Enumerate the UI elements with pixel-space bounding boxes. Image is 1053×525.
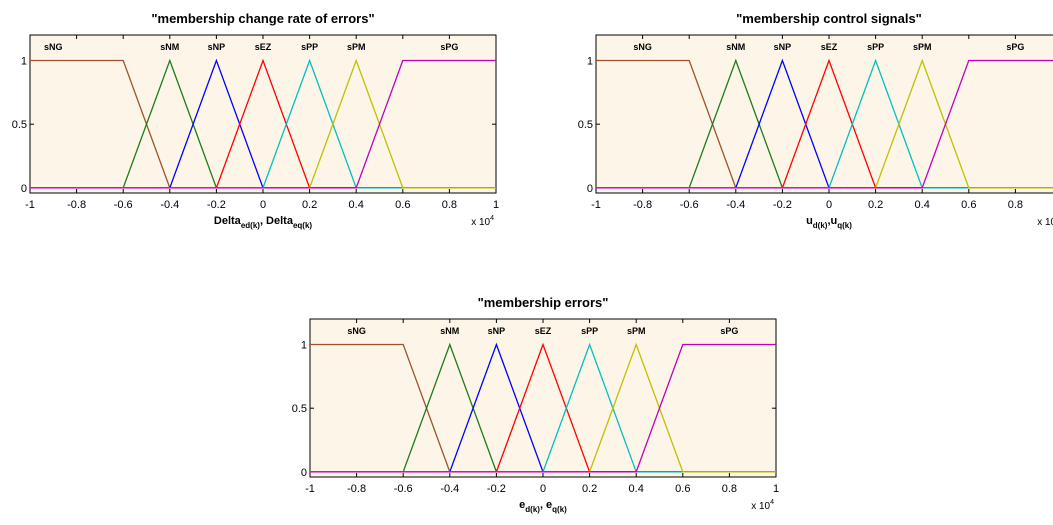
y-tick-label: 0.5 bbox=[292, 403, 307, 415]
x-axis-label-subscript: d(k) bbox=[813, 221, 828, 230]
x-tick-label: -1 bbox=[591, 199, 601, 211]
x-tick-label: 0 bbox=[260, 199, 266, 211]
series-label-sez: sEZ bbox=[255, 42, 272, 52]
x-tick-label: 0.2 bbox=[582, 483, 597, 495]
x-tick-label: 0.4 bbox=[915, 199, 930, 211]
series-label-sez: sEZ bbox=[535, 326, 552, 336]
x-axis-label: Deltaed(k), Deltaeq(k) bbox=[214, 215, 312, 230]
series-line-spg bbox=[596, 59, 1053, 189]
x-tick-label: -0.8 bbox=[67, 199, 86, 211]
series-label-spm: sPM bbox=[913, 42, 932, 52]
series-label-spg: sPG bbox=[720, 326, 738, 336]
x-tick-label: -0.4 bbox=[440, 483, 459, 495]
x-tick-label: 0.8 bbox=[722, 483, 737, 495]
x-tick-label: -0.4 bbox=[160, 199, 179, 211]
series-label-spp: sPP bbox=[581, 326, 598, 336]
series-label-snm: sNM bbox=[160, 42, 179, 52]
chart-panel-2: "membership control signals" -1 -0.8 -0.6 -0… bbox=[578, 11, 1053, 230]
x-axis-multiplier: x 104 bbox=[1037, 215, 1053, 228]
y-tick-label: 1 bbox=[301, 339, 307, 351]
x-tick-label: 0.6 bbox=[961, 199, 976, 211]
x-tick-label: -0.2 bbox=[207, 199, 226, 211]
series-label-spm: sPM bbox=[347, 42, 366, 52]
x-axis-label-part: , e bbox=[540, 499, 552, 511]
y-tick-label: 0.5 bbox=[578, 119, 593, 131]
series-label-snp: sNP bbox=[208, 42, 226, 52]
x-tick-label: 0.8 bbox=[1008, 199, 1023, 211]
x-axis-label: ud(k),uq(k) bbox=[806, 215, 852, 230]
x-tick-label: 0.2 bbox=[868, 199, 883, 211]
y-tick-label: 0 bbox=[301, 467, 307, 479]
x-axis-label: ed(k), eq(k) bbox=[519, 499, 567, 514]
series-label-sez: sEZ bbox=[821, 42, 838, 52]
x-axis-multiplier-exponent: 4 bbox=[770, 499, 774, 506]
x-tick-label: 0.4 bbox=[629, 483, 644, 495]
y-tick-label: 0 bbox=[21, 183, 27, 195]
x-axis-label-part: ,u bbox=[827, 215, 837, 227]
y-tick-label: 0.5 bbox=[12, 119, 27, 131]
series-label-snm: sNM bbox=[440, 326, 459, 336]
x-tick-label: 0.4 bbox=[349, 199, 364, 211]
x-axis-label-part: e bbox=[519, 499, 525, 511]
x-tick-label: 1 bbox=[773, 483, 779, 495]
y-tick-label: 1 bbox=[587, 55, 593, 67]
x-axis-label-subscript: q(k) bbox=[552, 505, 567, 514]
x-tick-label: 0.8 bbox=[442, 199, 457, 211]
plot-area bbox=[595, 34, 1053, 194]
series-label-spp: sPP bbox=[867, 42, 884, 52]
x-tick-label: -0.8 bbox=[633, 199, 652, 211]
x-tick-label: -1 bbox=[305, 483, 315, 495]
x-tick-label: 0.6 bbox=[395, 199, 410, 211]
x-axis-label-subscript: eq(k) bbox=[293, 221, 312, 230]
x-tick-label: -0.6 bbox=[394, 483, 413, 495]
x-tick-label: 0.6 bbox=[675, 483, 690, 495]
x-axis-multiplier-base: x 10 bbox=[1037, 217, 1053, 228]
x-axis-multiplier: x 104 bbox=[751, 499, 774, 512]
x-axis-multiplier-base: x 10 bbox=[471, 217, 490, 228]
x-axis-label-part: , Delta bbox=[260, 215, 294, 227]
chart-title: "membership errors" bbox=[478, 295, 609, 310]
series-label-snp: sNP bbox=[774, 42, 792, 52]
series-label-spg: sPG bbox=[440, 42, 458, 52]
x-tick-label: -0.6 bbox=[114, 199, 133, 211]
series-label-sng: sNG bbox=[633, 42, 652, 52]
x-axis-label-subscript: q(k) bbox=[837, 221, 852, 230]
x-tick-label: -0.2 bbox=[487, 483, 506, 495]
series-label-spm: sPM bbox=[627, 326, 646, 336]
x-tick-label: 1 bbox=[493, 199, 499, 211]
x-axis-label-subscript: ed(k) bbox=[241, 221, 260, 230]
x-tick-label: -0.2 bbox=[773, 199, 792, 211]
x-tick-label: 0 bbox=[826, 199, 832, 211]
chart-panel-3: "membership errors" -1 -0.8 -0.6 -0.4 -0.2 0 0.… bbox=[292, 295, 779, 514]
series-label-snm: sNM bbox=[726, 42, 745, 52]
x-axis-multiplier-base: x 10 bbox=[751, 501, 770, 512]
x-tick-label: -0.4 bbox=[726, 199, 745, 211]
series-label-spg: sPG bbox=[1006, 42, 1024, 52]
x-axis-label-subscript: d(k) bbox=[525, 505, 540, 514]
x-axis-label-part: u bbox=[806, 215, 813, 227]
series-label-spp: sPP bbox=[301, 42, 318, 52]
y-tick-label: 1 bbox=[21, 55, 27, 67]
y-tick-label: 0 bbox=[587, 183, 593, 195]
x-tick-label: -0.6 bbox=[680, 199, 699, 211]
chart-panel-1: "membership change rate of errors" -1 -0.8… bbox=[12, 11, 499, 230]
chart-title: "membership change rate of errors" bbox=[151, 11, 374, 26]
x-tick-label: 0 bbox=[540, 483, 546, 495]
chart-title: "membership control signals" bbox=[736, 11, 922, 26]
x-axis-multiplier: x 104 bbox=[471, 215, 494, 228]
x-tick-label: -0.8 bbox=[347, 483, 366, 495]
series-label-sng: sNG bbox=[44, 42, 63, 52]
x-tick-label: -1 bbox=[25, 199, 35, 211]
x-axis-multiplier-exponent: 4 bbox=[490, 215, 494, 222]
series-line-spg bbox=[30, 59, 496, 189]
x-axis-label-part: Delta bbox=[214, 215, 242, 227]
series-line-spg bbox=[310, 343, 776, 473]
x-tick-label: 0.2 bbox=[302, 199, 317, 211]
series-label-snp: sNP bbox=[488, 326, 506, 336]
series-label-sng: sNG bbox=[347, 326, 366, 336]
